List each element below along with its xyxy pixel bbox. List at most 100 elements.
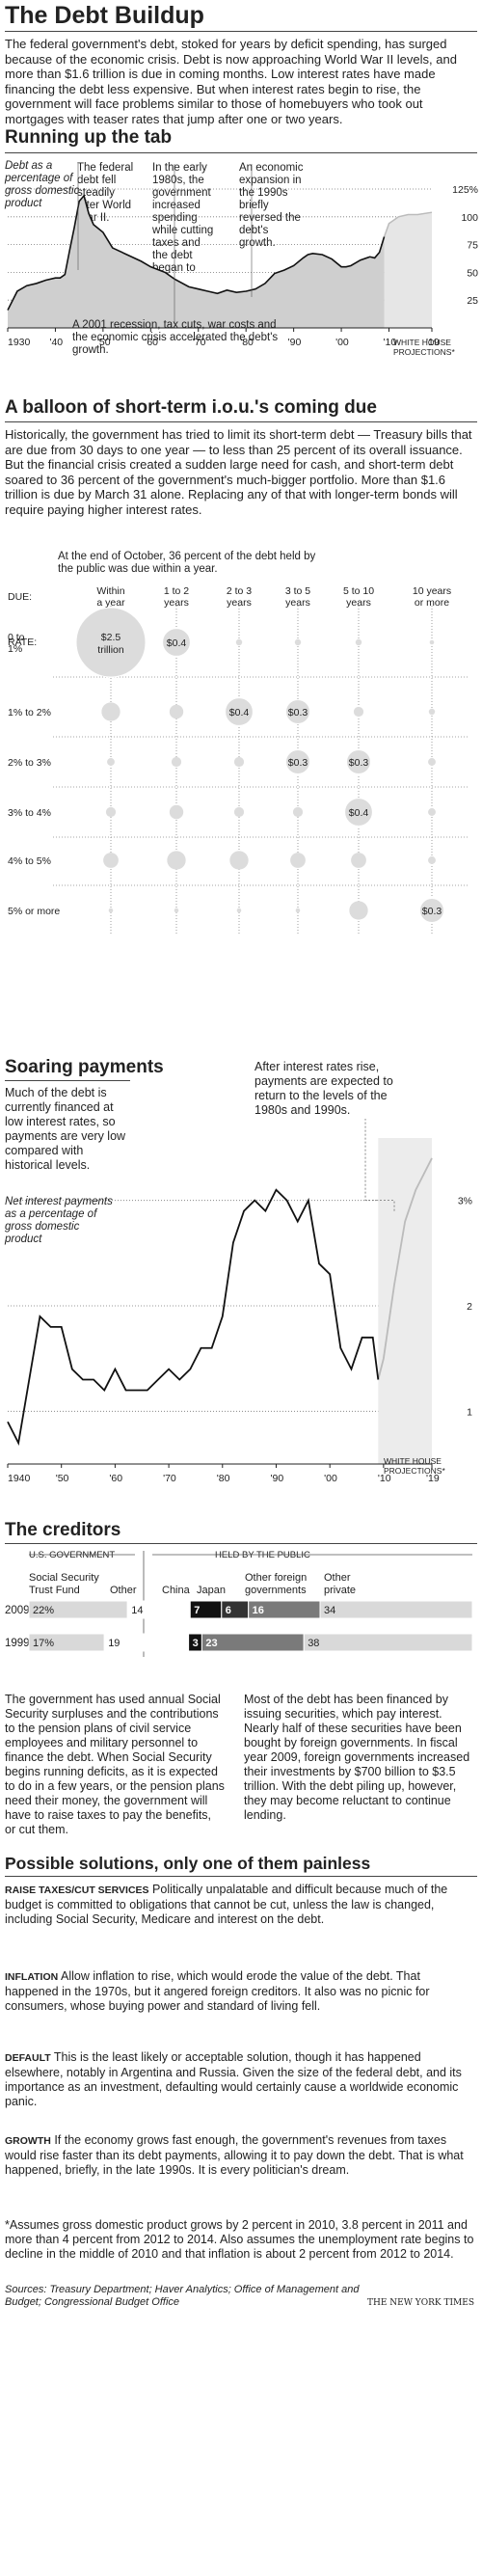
interest-x-tick: '70 xyxy=(163,1473,176,1484)
bubble-row-label: 3% to 4% xyxy=(8,807,51,819)
interest-x-tick: '19 xyxy=(426,1473,440,1484)
bubble xyxy=(167,851,186,870)
section1-heading: Running up the tab xyxy=(5,127,173,148)
page-title: The Debt Buildup xyxy=(5,2,204,29)
section1-rule xyxy=(5,152,477,153)
bubble-col-header: years xyxy=(227,597,252,609)
bubble xyxy=(344,798,373,827)
debt-annotation-4: A 2001 recession, tax cuts, war costs an… xyxy=(72,319,279,356)
debt-projection-line xyxy=(383,211,433,237)
bubble xyxy=(285,699,310,724)
creditors-para-right: Most of the debt has been financed by is… xyxy=(244,1693,470,1822)
interest-x-tick: '80 xyxy=(217,1473,230,1484)
debt-chart-note: Debt as a percentage of gross domestic p… xyxy=(5,160,80,209)
interest-x-tick: '50 xyxy=(56,1473,69,1484)
bubble xyxy=(429,639,435,645)
debt-y-tick: 75 xyxy=(467,240,478,252)
interest-x-tick: 1940 xyxy=(8,1473,31,1484)
bubble xyxy=(351,853,366,868)
bubble-label: $2.5 xyxy=(101,632,121,643)
due-label: DUE: xyxy=(8,591,33,603)
bubble-row-label: 5% or more xyxy=(8,906,60,917)
bubble xyxy=(294,638,302,646)
creditors-bar-label: 19 xyxy=(108,1638,120,1649)
solution-taxes-label: RAISE TAXES/CUT SERVICES xyxy=(5,1885,149,1896)
bubble xyxy=(355,638,362,646)
debt-y-tick: 125% xyxy=(452,184,478,196)
solution-inflation-text: Allow inflation to rise, which would ero… xyxy=(5,1969,430,2013)
bubble xyxy=(346,749,371,774)
interest-projection-line xyxy=(377,1157,433,1380)
bubble xyxy=(171,756,182,768)
section5-heading: Possible solutions, only one of them pai… xyxy=(5,1854,371,1873)
bubble xyxy=(162,628,191,657)
solution-taxes-text: Politically unpalatable and difficult be… xyxy=(5,1883,448,1926)
interest-x-tick: '60 xyxy=(109,1473,122,1484)
interest-x-tick: '10 xyxy=(378,1473,391,1484)
col-foreign-label: Other foreign governments xyxy=(245,1572,308,1596)
bubble-row-label: 4% to 5% xyxy=(8,855,51,867)
creditors-bar-label: 23 xyxy=(205,1638,217,1649)
bubble-row-label: 2% to 3% xyxy=(8,757,51,769)
interest-annotation-leader xyxy=(364,1119,395,1211)
sources: Sources: Treasury Department; Haver Anal… xyxy=(5,2284,360,2308)
bubble xyxy=(428,758,436,766)
bubble xyxy=(233,806,245,818)
col-japan-label: Japan xyxy=(197,1585,226,1596)
bubble xyxy=(101,702,120,721)
held-public-label: HELD BY THE PUBLIC xyxy=(212,1550,313,1560)
interest-projection-label: WHITE HOUSE PROJECTIONS* xyxy=(384,1456,445,1476)
intro-text: The federal government's debt, stoked fo… xyxy=(5,37,457,126)
creditors-bar-label: 14 xyxy=(131,1605,143,1616)
debt-area xyxy=(8,195,385,328)
bubble-label: $0.4 xyxy=(349,807,369,819)
bubble-row-label: 1% to 2% xyxy=(8,707,51,719)
section2-rule xyxy=(5,421,477,422)
interest-payments-chart: 3% 2 1 1940 '50 '60 '70 '80 '90 '00 '10 '19 xyxy=(7,1119,472,1484)
bubble-col-header: a year xyxy=(96,597,125,609)
creditors-year-label: 2009 xyxy=(5,1605,30,1616)
creditors-bar-label: 6 xyxy=(226,1605,231,1616)
section2-text: Historically, the government has tried t… xyxy=(5,427,472,517)
debt-x-tick: 1930 xyxy=(8,337,31,348)
bubble-label: $0.3 xyxy=(288,757,308,769)
debt-x-tick: '50 xyxy=(97,337,111,348)
solution-default-label: DEFAULT xyxy=(5,2052,51,2064)
interest-y-tick: 3% xyxy=(458,1196,472,1207)
bubble xyxy=(103,853,119,868)
creditors-para-left: The government has used annual Social Se… xyxy=(5,1693,225,1836)
interest-annotation: After interest rates rise, payments are … xyxy=(254,1060,393,1117)
creditors-year-label: 1999 xyxy=(5,1638,30,1649)
bubble xyxy=(236,908,242,913)
debt-x-tick: '10 xyxy=(384,337,397,348)
bubble xyxy=(75,607,147,678)
bubble-label: $0.4 xyxy=(167,637,187,649)
section4-heading: The creditors xyxy=(5,1520,121,1540)
bubble xyxy=(233,756,245,768)
bubble xyxy=(428,808,436,816)
interest-x-tick: '90 xyxy=(270,1473,283,1484)
solution-inflation-label: INFLATION xyxy=(5,1971,59,1983)
bubble-col-header: or more xyxy=(415,597,449,609)
col-china-label: China xyxy=(162,1585,190,1596)
solution-growth-label: GROWTH xyxy=(5,2135,51,2147)
interest-x-tick: '00 xyxy=(324,1473,337,1484)
bubble-col-header: 1 to 2 xyxy=(164,585,189,597)
debt-x-tick: '60 xyxy=(145,337,158,348)
solution-growth-text: If the economy grows fast enough, the go… xyxy=(5,2133,464,2177)
bubble xyxy=(225,697,254,726)
solution-default-text: This is the least likely or acceptable s… xyxy=(5,2050,462,2108)
balloon-callout: At the end of October, 36 percent of the… xyxy=(58,551,316,575)
bubble xyxy=(349,901,368,920)
rate-label: RATE: xyxy=(8,637,38,648)
bubble xyxy=(229,851,249,870)
debt-y-tick: 50 xyxy=(467,267,478,279)
bubble-col-header: 5 to 10 xyxy=(343,585,374,597)
debt-x-tick: '40 xyxy=(49,337,63,348)
interest-projection-band xyxy=(378,1138,432,1464)
debt-y-tick: 100 xyxy=(461,212,478,224)
solution-default: DEFAULT This is the least likely or acce… xyxy=(5,2050,475,2109)
solution-inflation: INFLATION Allow inflation to rise, which… xyxy=(5,1969,475,2014)
us-gov-label: U.S. GOVERNMENT xyxy=(29,1550,116,1560)
bubble xyxy=(169,804,184,820)
